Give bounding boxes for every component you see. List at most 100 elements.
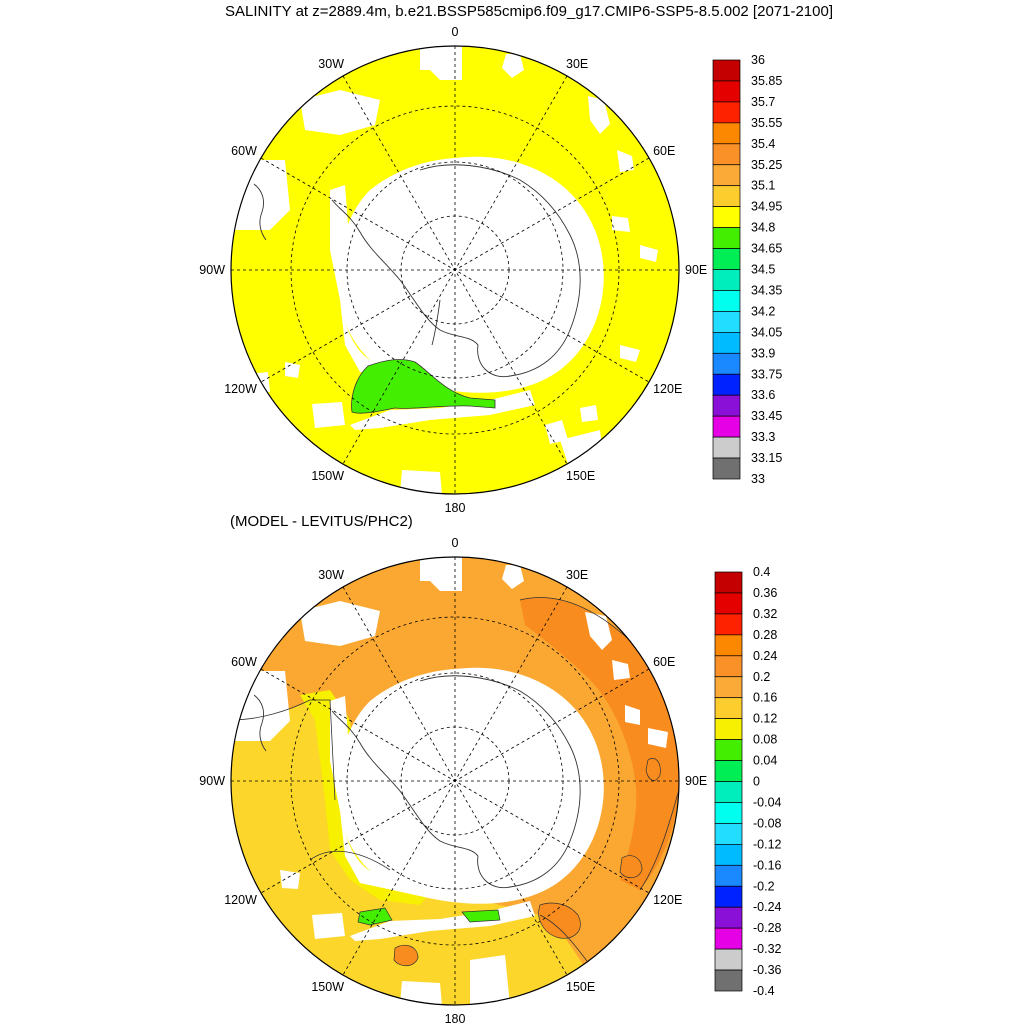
- colorbar-label: -0.4: [753, 984, 775, 998]
- colorbar-label: 0.24: [753, 649, 777, 663]
- colorbar-label: 0.08: [753, 733, 777, 747]
- anomaly-green-patch: [461, 909, 501, 923]
- longitude-label: 0: [452, 536, 459, 550]
- graticule: [231, 557, 679, 1005]
- colorbar-swatch: [714, 739, 743, 761]
- map-border: [230, 45, 680, 495]
- colorbar-label: 0.32: [753, 607, 777, 621]
- colorbar-swatch: [712, 457, 741, 480]
- anomaly-patch: [645, 758, 661, 781]
- colorbar-swatch: [712, 290, 741, 312]
- graticule: [231, 46, 679, 494]
- colorbar-label: -0.36: [753, 963, 782, 977]
- colorbar-swatch: [712, 373, 741, 396]
- colorbar-label: 0.36: [753, 586, 777, 600]
- colorbar-swatch: [714, 760, 743, 782]
- colorbar-label: 0.04: [753, 754, 777, 768]
- colorbar-swatch: [714, 843, 743, 866]
- colorbar-label: 33: [751, 472, 765, 486]
- longitude-label: 60W: [231, 655, 257, 669]
- longitude-label: 90W: [199, 263, 225, 277]
- longitude-label: 150W: [311, 980, 344, 994]
- colorbar-swatch: [712, 436, 741, 459]
- colorbar-label: 33.15: [751, 451, 782, 465]
- colorbar-swatch: [714, 948, 743, 971]
- colorbar-label: 33.75: [751, 367, 782, 381]
- colorbar-swatch: [714, 571, 743, 594]
- salinity-map: 0 30E 60E 90E 120E 150E 180 150W 120W 90W 60W 30W: [199, 25, 707, 515]
- colorbar-swatch: [714, 906, 743, 929]
- colorbar-swatch: [712, 101, 741, 124]
- colorbar-swatch: [714, 885, 743, 908]
- colorbar-swatch: [714, 781, 743, 803]
- map-border: [230, 556, 680, 1006]
- colorbar-swatch: [712, 143, 741, 166]
- colorbar-swatch: [714, 823, 743, 845]
- colorbar-label: 34.95: [751, 200, 782, 214]
- colorbar-label: 0.16: [753, 691, 777, 705]
- colorbar-label: -0.28: [753, 921, 782, 935]
- anomaly-patch: [393, 944, 419, 967]
- colorbar-swatch: [712, 206, 741, 228]
- colorbar-label: 36: [751, 53, 765, 67]
- colorbar-swatch: [714, 676, 743, 699]
- colorbar-top: 36 35.85 35.7 35.55 35.4 35.25 35.1 34.95 34.8 34…: [712, 53, 782, 486]
- longitude-label: 30W: [318, 568, 344, 582]
- colorbar-label: 0.28: [753, 628, 777, 642]
- main-title: SALINITY at z=2889.4m, b.e21.BSSP585cmip…: [224, 3, 834, 20]
- colorbar-label: 34.2: [751, 304, 775, 318]
- colorbar-label: 34.35: [751, 283, 782, 297]
- longitude-label: 30E: [566, 57, 588, 71]
- colorbar-label: 34.8: [751, 221, 775, 235]
- longitude-label: 30W: [318, 57, 344, 71]
- anomaly-map: 0 30E 60E 90E 120E 150E 180 150W 120W 90W 60W 30W: [199, 536, 707, 1024]
- colorbar-swatch: [714, 697, 743, 720]
- colorbar-swatch: [714, 634, 743, 657]
- longitude-label: 120W: [224, 893, 257, 907]
- colorbar-label: -0.24: [753, 900, 782, 914]
- colorbar-label: 33.3: [751, 430, 775, 444]
- colorbar-swatch: [712, 227, 741, 249]
- colorbar-swatch: [714, 613, 743, 636]
- colorbar-swatch: [714, 927, 743, 950]
- colorbar-label: 35.55: [751, 116, 782, 130]
- colorbar-label: 35.7: [751, 95, 775, 109]
- missing-data-patches: [231, 557, 668, 1005]
- anomaly-patch: [538, 902, 581, 939]
- colorbar-swatch: [712, 332, 741, 354]
- colorbar-label: 33.6: [751, 388, 775, 402]
- longitude-label: 150E: [566, 469, 595, 483]
- longitude-label: 30E: [566, 568, 588, 582]
- colorbar-label: 33.45: [751, 409, 782, 423]
- colorbar-label: 34.05: [751, 325, 782, 339]
- colorbar-label: -0.32: [753, 942, 782, 956]
- longitude-label: 180: [445, 1012, 466, 1024]
- colorbar-swatch: [714, 802, 743, 824]
- colorbar-swatch: [714, 655, 743, 678]
- colorbar-label: -0.16: [753, 858, 782, 872]
- longitude-label: 0: [452, 25, 459, 39]
- colorbar-label: -0.04: [753, 795, 782, 809]
- colorbar-label: 33.9: [751, 346, 775, 360]
- colorbar-swatch: [712, 248, 741, 270]
- colorbar-label: 35.25: [751, 158, 782, 172]
- colorbar-swatch: [714, 718, 743, 740]
- longitude-label: 180: [445, 501, 466, 515]
- colorbar-swatch: [714, 864, 743, 887]
- colorbar-label: 35.4: [751, 137, 775, 151]
- anomaly-region-0.24: [520, 597, 679, 890]
- colorbar-swatch: [712, 269, 741, 291]
- colorbar-swatch: [712, 122, 741, 145]
- colorbar-label: -0.08: [753, 816, 782, 830]
- longitude-label: 150E: [566, 980, 595, 994]
- anomaly-green-patch: [357, 907, 393, 926]
- colorbar-swatch: [712, 185, 741, 207]
- colorbar-label: 35.1: [751, 179, 775, 193]
- colorbar-bottom: 0.4 0.36 0.32 0.28 0.24 0.2 0.16 0.12 0.08 0.04 0 -…: [714, 565, 782, 998]
- longitude-label: 60E: [653, 655, 675, 669]
- longitude-label: 120E: [653, 382, 682, 396]
- low-salinity-region: [351, 359, 496, 414]
- colorbar-swatch: [712, 59, 741, 82]
- longitude-label: 90E: [685, 774, 707, 788]
